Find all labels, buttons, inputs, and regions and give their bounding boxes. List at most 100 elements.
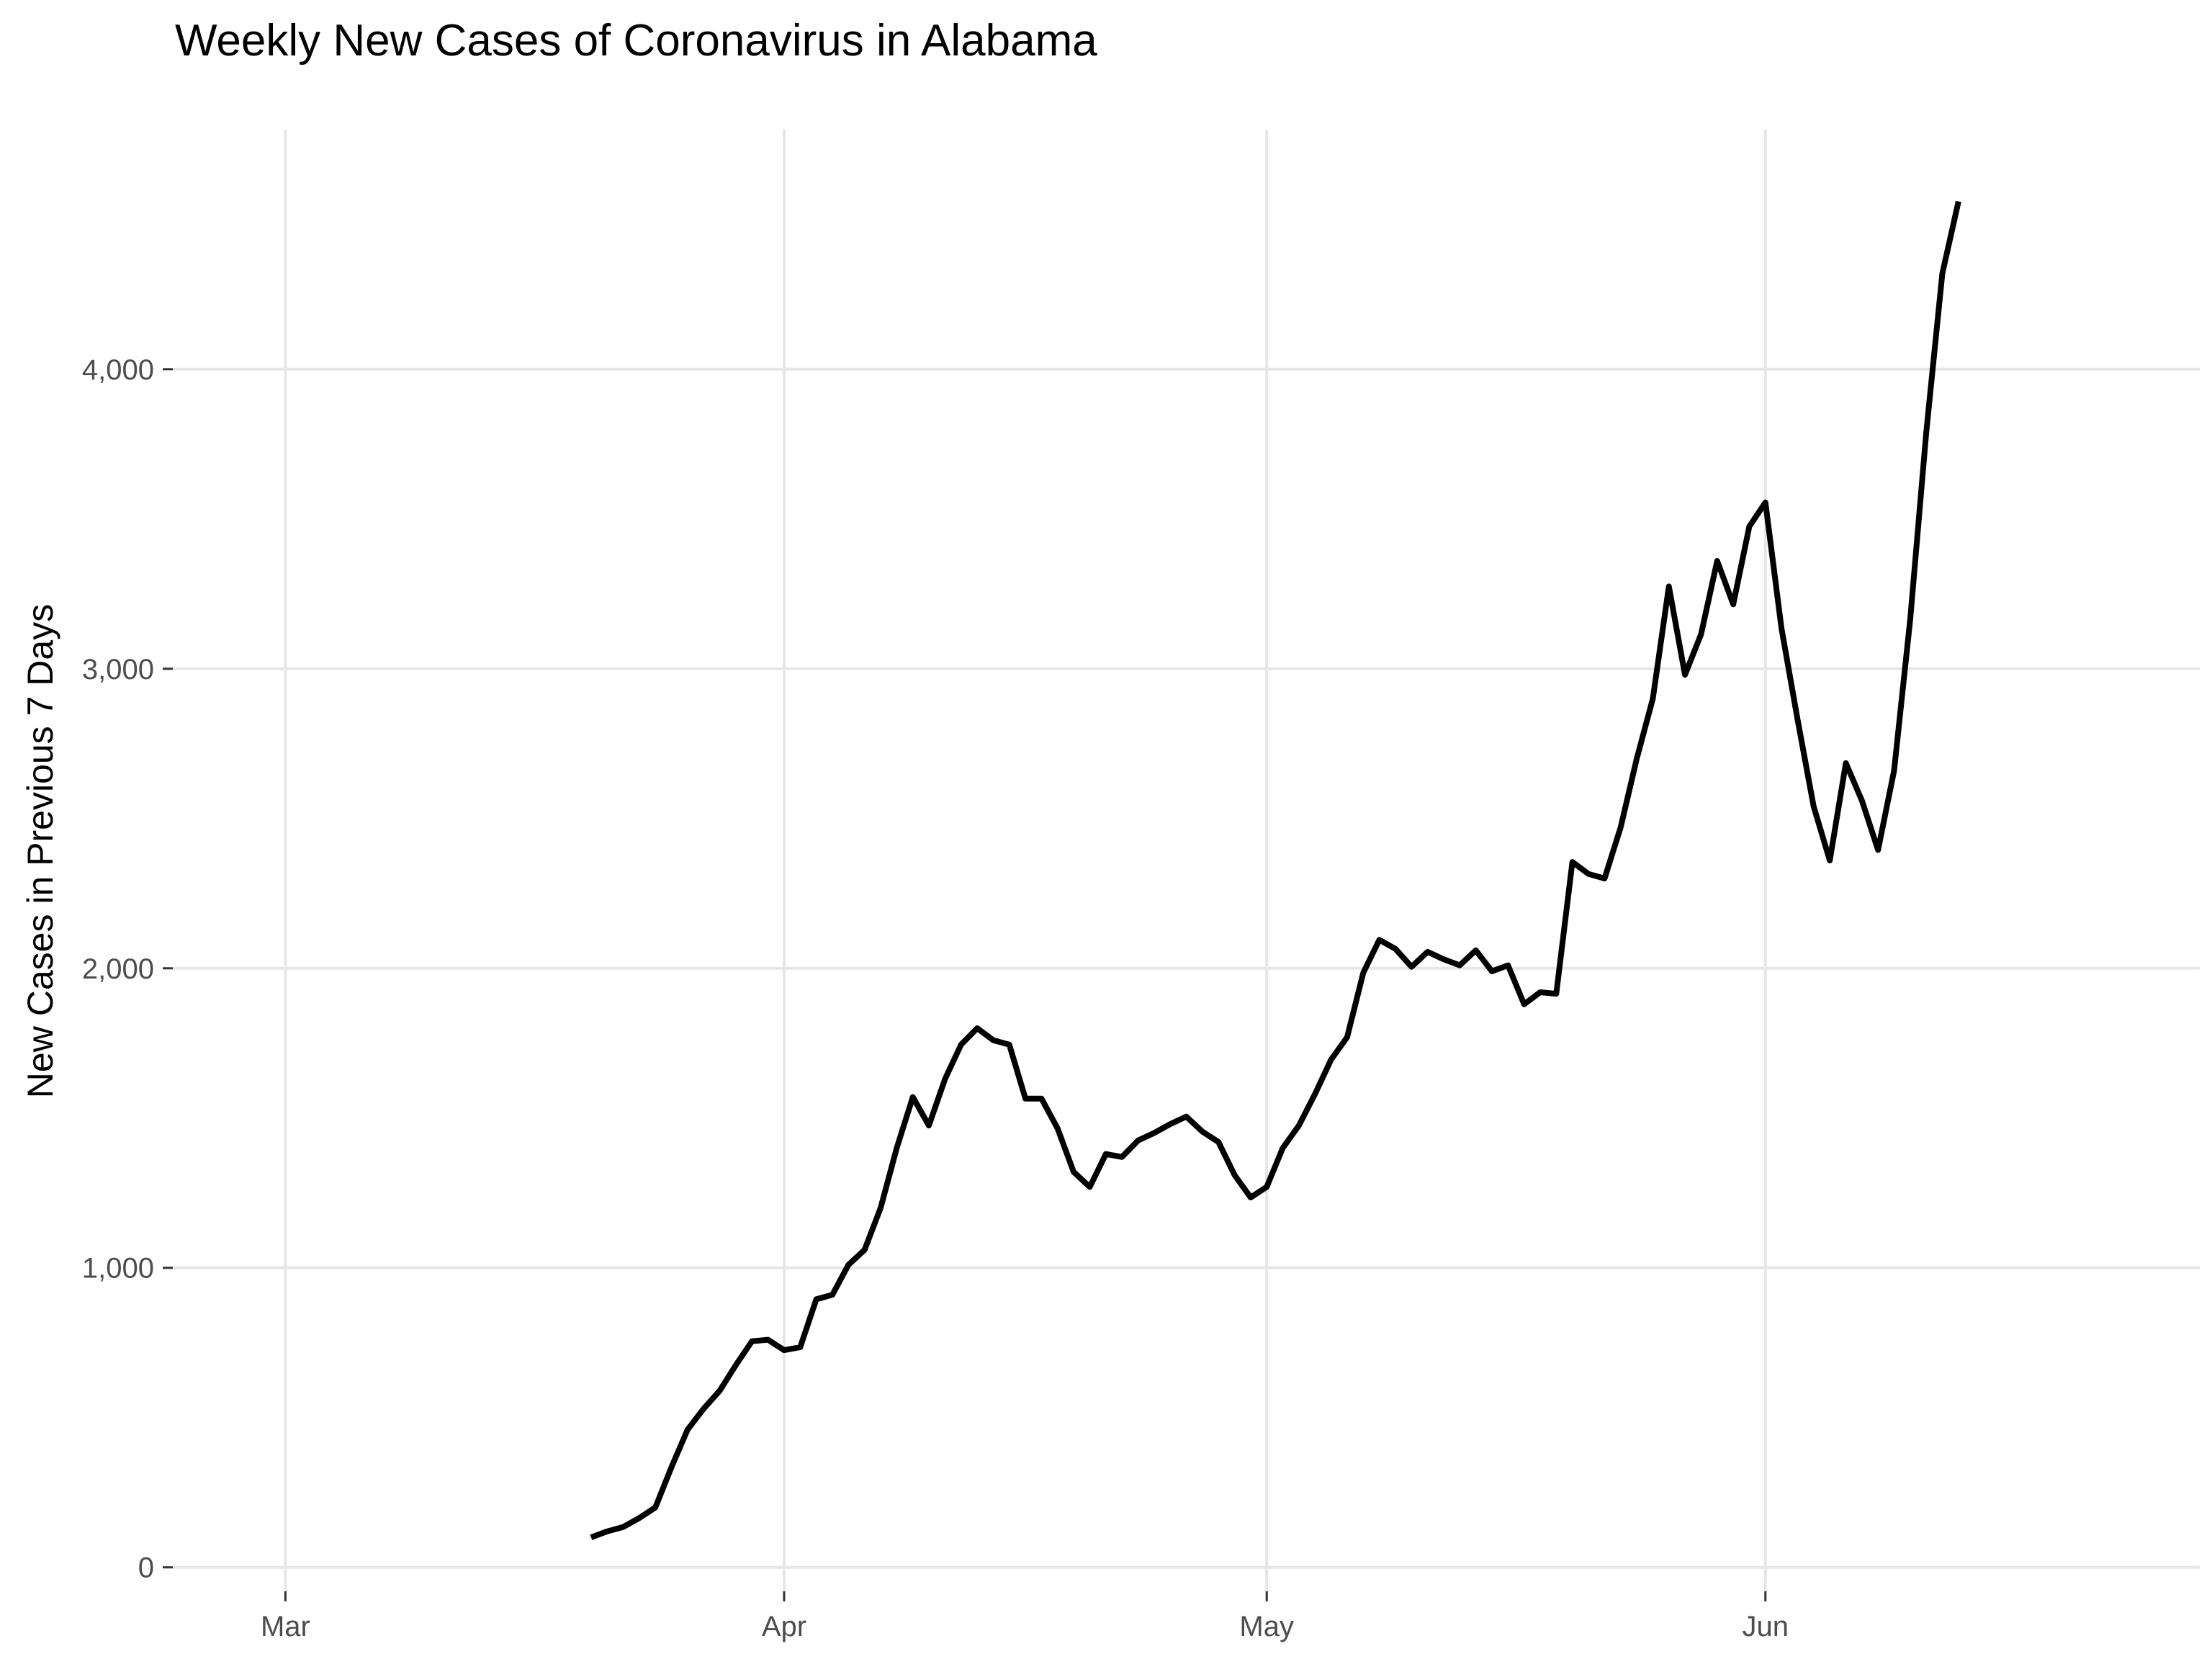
- data-point: [1796, 718, 1800, 722]
- data-point: [1635, 757, 1639, 761]
- data-point: [1619, 825, 1623, 830]
- data-point: [1056, 1126, 1060, 1130]
- data-point: [589, 1535, 593, 1539]
- data-point: [1184, 1115, 1189, 1119]
- data-point: [734, 1363, 738, 1367]
- data-point: [1152, 1131, 1156, 1136]
- data-point: [605, 1529, 609, 1534]
- data-point: [798, 1345, 802, 1349]
- data-point: [1104, 1152, 1108, 1156]
- data-point: [1088, 1184, 1092, 1189]
- data-point: [1506, 963, 1510, 968]
- data-point: [1908, 617, 1912, 621]
- data-point: [1281, 1146, 1285, 1150]
- y-tick-label: 4,000: [82, 354, 154, 386]
- data-point: [1377, 938, 1382, 942]
- data-point: [637, 1516, 642, 1520]
- data-point: [1554, 992, 1558, 996]
- data-point: [1168, 1122, 1172, 1126]
- data-point: [782, 1348, 786, 1352]
- data-point: [1393, 947, 1398, 951]
- data-point: [1683, 673, 1687, 677]
- x-tick-label: Mar: [261, 1611, 310, 1642]
- data-point: [1457, 963, 1462, 968]
- data-point: [1345, 1035, 1349, 1039]
- data-point: [1941, 271, 1945, 276]
- y-tick-label: 3,000: [82, 654, 154, 685]
- data-point: [766, 1338, 770, 1342]
- data-point: [1715, 559, 1719, 563]
- data-point: [943, 1077, 947, 1082]
- data-point: [1747, 524, 1751, 529]
- data-point: [1522, 1002, 1527, 1007]
- data-point: [1426, 950, 1430, 954]
- data-point: [846, 1263, 850, 1267]
- data-point: [1956, 199, 1961, 204]
- data-point: [701, 1406, 706, 1411]
- data-point: [1586, 872, 1591, 876]
- data-point: [718, 1388, 722, 1393]
- y-tick-label: 1,000: [82, 1253, 154, 1285]
- data-point: [750, 1339, 754, 1344]
- data-point: [1827, 858, 1832, 863]
- data-point: [991, 1038, 995, 1043]
- data-point: [894, 1146, 899, 1150]
- data-point: [1602, 876, 1606, 881]
- data-point: [814, 1297, 819, 1301]
- data-point: [1200, 1130, 1205, 1134]
- data-point: [830, 1292, 835, 1297]
- data-point: [1731, 602, 1735, 606]
- y-tick-label: 2,000: [82, 953, 154, 985]
- data-point: [1892, 768, 1897, 773]
- grid-lines: [173, 130, 2200, 1591]
- data-point: [1442, 957, 1446, 961]
- series-line: [590, 200, 1961, 1540]
- data-point: [1860, 799, 1864, 803]
- data-point: [1844, 761, 1848, 765]
- data-point: [1538, 990, 1542, 994]
- data-point: [1023, 1097, 1028, 1101]
- data-point: [911, 1095, 915, 1100]
- data-point: [1763, 500, 1768, 505]
- data-point: [927, 1123, 931, 1128]
- chart-title: Weekly New Cases of Coronavirus in Alaba…: [175, 16, 1097, 66]
- data-point: [1007, 1043, 1012, 1047]
- data-point: [1216, 1140, 1220, 1144]
- data-point: [1876, 848, 1880, 852]
- data-point: [1667, 584, 1671, 588]
- x-tick-label: May: [1239, 1611, 1294, 1642]
- data-point: [1120, 1155, 1124, 1159]
- data-point: [1136, 1138, 1141, 1143]
- data-point: [975, 1026, 979, 1030]
- data-point: [670, 1465, 674, 1469]
- data-point: [959, 1043, 963, 1047]
- data-point: [1699, 632, 1703, 637]
- data-point: [1779, 626, 1784, 631]
- data-point: [1361, 971, 1365, 975]
- data-point: [1233, 1173, 1237, 1177]
- y-tick-label: 0: [138, 1552, 154, 1584]
- data-point: [1812, 804, 1816, 809]
- data-point: [653, 1506, 657, 1510]
- data-point: [1474, 948, 1478, 953]
- data-point: [878, 1206, 883, 1210]
- data-point: [1071, 1170, 1076, 1174]
- data-point: [1409, 965, 1413, 969]
- data-point: [1264, 1184, 1269, 1189]
- data-point: [1313, 1092, 1317, 1097]
- data-point: [863, 1248, 867, 1252]
- data-point: [1490, 969, 1494, 974]
- x-tick-label: Jun: [1743, 1611, 1789, 1642]
- axes: 0 1,000 2,000 3,000 4,000 Mar Apr May Jun: [82, 354, 1789, 1642]
- data-point: [1329, 1058, 1334, 1062]
- data-point: [1249, 1195, 1253, 1200]
- data-point: [621, 1525, 626, 1529]
- data-point: [1297, 1123, 1301, 1128]
- y-axis-label: New Cases in Previous 7 Days: [20, 604, 60, 1098]
- data-point: [1650, 696, 1655, 701]
- data-point: [685, 1427, 690, 1431]
- data-point: [1039, 1097, 1043, 1101]
- data-point: [1570, 860, 1575, 864]
- x-tick-label: Apr: [762, 1611, 806, 1642]
